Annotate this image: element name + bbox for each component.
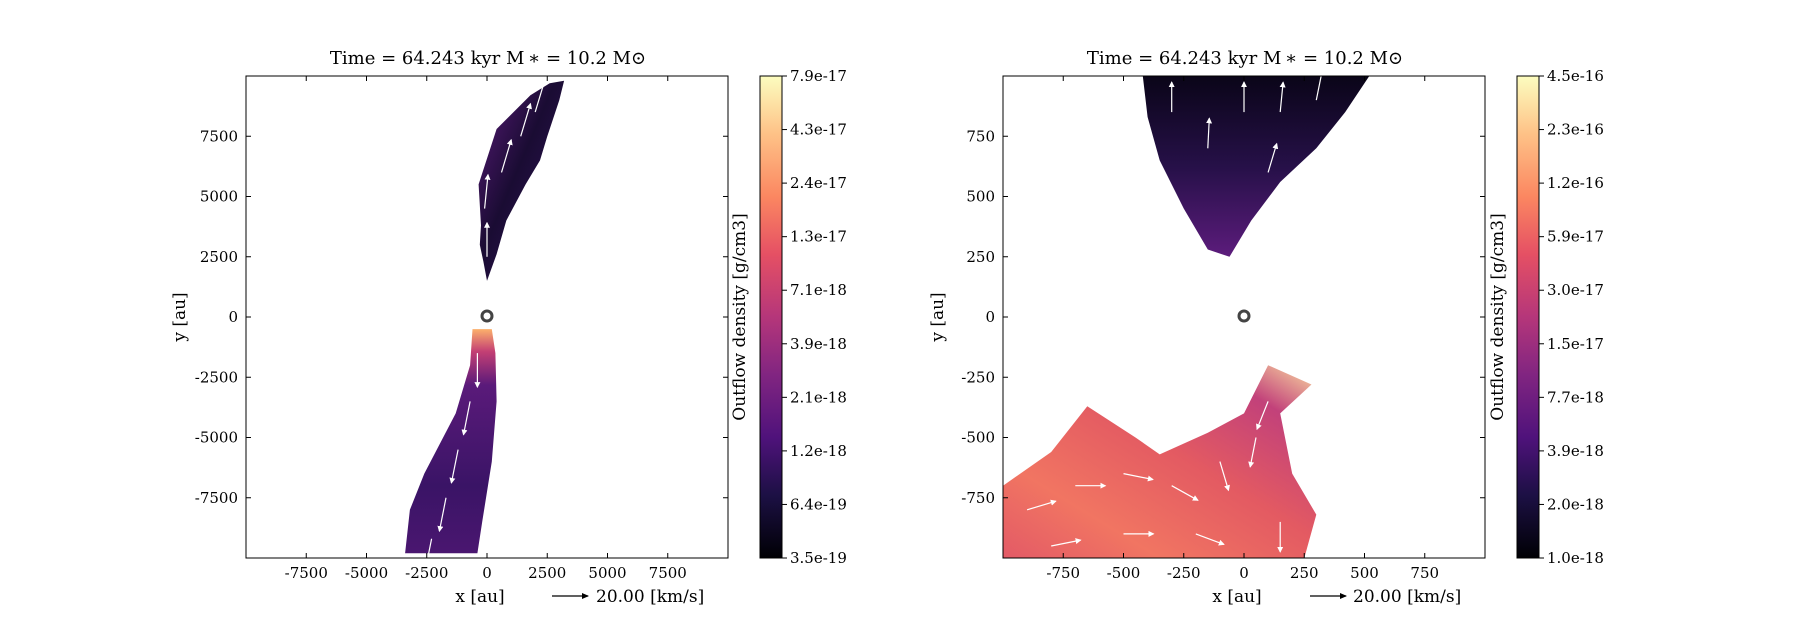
velocity-arrow-right-1-9 xyxy=(1195,533,1225,546)
colorbar-tick-label: 2.1e-18 xyxy=(790,388,847,406)
x-tick-label: -5000 xyxy=(345,564,388,582)
x-tick-label: -7500 xyxy=(285,564,328,582)
colorbar-left-ticks: 3.5e-19 6.4e-19 1.2e-18 2.1e-18 3.9e-18 7.1e-… xyxy=(782,67,847,567)
x-tick-label: 0 xyxy=(1239,564,1249,582)
lobe-left-upper xyxy=(478,80,565,281)
y-tick-label: -250 xyxy=(961,368,995,386)
lobe-right-lower xyxy=(1003,365,1317,558)
x-tick-label: -250 xyxy=(1167,564,1201,582)
panel-left-ylabel: y [au] xyxy=(170,292,190,342)
panel-right-lobes xyxy=(1003,76,1370,558)
panel-right-ylabel: y [au] xyxy=(928,292,948,342)
velocity-arrow-right-0-5 xyxy=(1267,142,1279,173)
x-tick-label: 0 xyxy=(482,564,492,582)
colorbar-tick-label: 6.4e-19 xyxy=(790,495,847,513)
panel-right-yticks: -750 -500 -250 0 250 500 750 xyxy=(961,127,1485,507)
y-tick-label: -500 xyxy=(961,429,995,447)
panel-left-yticks: -7500 -5000 -2500 0 2500 5000 7500 xyxy=(195,127,728,507)
panel-right-arrows xyxy=(1026,69,1325,553)
colorbar-left-label: Outflow density [g/cm3] xyxy=(730,213,750,420)
velocity-arrow-left-1-2 xyxy=(449,449,459,484)
panel-left-lobes xyxy=(405,80,565,554)
velocity-arrow-right-1-6 xyxy=(1256,401,1269,431)
colorbar-tick-label: 1.3e-17 xyxy=(790,228,847,246)
y-tick-label: -5000 xyxy=(195,429,238,447)
panel-right-xticks: -750 -500 -250 0 250 500 750 xyxy=(1046,76,1439,582)
colorbar-tick-label: 7.7e-18 xyxy=(1547,388,1604,406)
x-tick-label: 250 xyxy=(1290,564,1319,582)
colorbar-right-ticks: 1.0e-18 2.0e-18 3.9e-18 7.7e-18 1.5e-17 3.0e-… xyxy=(1539,67,1604,567)
velocity-key-label-left: 20.00 [km/s] xyxy=(596,587,704,607)
x-tick-label: -2500 xyxy=(405,564,448,582)
y-tick-label: 2500 xyxy=(200,248,238,266)
y-tick-label: -750 xyxy=(961,489,995,507)
x-tick-label: 500 xyxy=(1350,564,1379,582)
colorbar-tick-label: 3.0e-17 xyxy=(1547,281,1604,299)
velocity-arrow-left-0-1 xyxy=(484,173,491,209)
colorbar-tick-label: 7.9e-17 xyxy=(790,67,847,85)
colorbar-tick-label: 1.5e-17 xyxy=(1547,335,1604,353)
panel-right-xlabel: x [au] xyxy=(1212,587,1261,607)
y-tick-label: 7500 xyxy=(200,127,238,145)
panel-right: Time = 64.243 kyr M ∗ = 10.2 M⊙ -750 -500… xyxy=(928,48,1604,607)
colorbar-tick-label: 1.0e-18 xyxy=(1547,549,1604,567)
colorbar-tick-label: 2.3e-16 xyxy=(1547,121,1604,139)
colorbar-tick-label: 1.2e-16 xyxy=(1547,174,1604,192)
velocity-arrow-right-1-4 xyxy=(1219,461,1230,492)
y-tick-label: 750 xyxy=(966,127,995,145)
lobe-right-upper xyxy=(1142,76,1370,257)
velocity-arrow-right-1-2 xyxy=(1123,473,1154,482)
x-tick-label: 5000 xyxy=(588,564,626,582)
colorbar-tick-label: 5.9e-17 xyxy=(1547,228,1604,246)
panel-right-title: Time = 64.243 kyr M ∗ = 10.2 M⊙ xyxy=(1087,48,1403,69)
velocity-arrow-right-0-3 xyxy=(1279,81,1286,113)
velocity-arrow-left-1-1 xyxy=(461,401,471,436)
panel-left: Time = 64.243 kyr M ∗ = 10.2 M⊙ -7500 -50… xyxy=(170,48,847,607)
velocity-key-label-right: 20.00 [km/s] xyxy=(1353,587,1461,607)
star-marker-left xyxy=(480,309,494,323)
colorbar-tick-label: 3.9e-18 xyxy=(790,335,847,353)
velocity-arrow-left-1-4 xyxy=(422,538,433,574)
velocity-arrow-right-1-7 xyxy=(1051,538,1082,547)
velocity-arrow-right-1-5 xyxy=(1248,437,1257,468)
y-tick-label: -7500 xyxy=(195,489,238,507)
colorbar-tick-label: 1.2e-18 xyxy=(790,442,847,460)
y-tick-label: 250 xyxy=(966,248,995,266)
velocity-arrow-left-0-4 xyxy=(534,78,547,113)
colorbar-tick-label: 4.5e-16 xyxy=(1547,67,1604,85)
panel-left-title: Time = 64.243 kyr M ∗ = 10.2 M⊙ xyxy=(330,48,646,69)
velocity-arrow-left-0-2 xyxy=(500,138,513,173)
star-marker-right xyxy=(1237,309,1251,323)
y-tick-label: 0 xyxy=(985,308,995,326)
panel-left-arrows xyxy=(422,78,547,574)
y-tick-label: 0 xyxy=(228,308,238,326)
colorbar-tick-label: 3.9e-18 xyxy=(1547,442,1604,460)
colorbar-tick-label: 3.5e-19 xyxy=(790,549,847,567)
x-tick-label: 2500 xyxy=(528,564,566,582)
x-tick-label: -500 xyxy=(1107,564,1141,582)
velocity-arrow-right-0-1 xyxy=(1206,117,1213,149)
lobe-left-lower xyxy=(405,329,497,554)
colorbar-left xyxy=(759,75,783,559)
colorbar-right xyxy=(1516,75,1540,559)
velocity-arrow-right-1-3 xyxy=(1171,485,1199,501)
x-tick-label: -750 xyxy=(1046,564,1080,582)
x-tick-label: 7500 xyxy=(649,564,687,582)
velocity-arrow-left-1-3 xyxy=(437,497,447,533)
panel-left-xticks: -7500 -5000 -2500 0 2500 5000 7500 xyxy=(285,76,687,582)
y-tick-label: 5000 xyxy=(200,188,238,206)
colorbar-tick-label: 7.1e-18 xyxy=(790,281,847,299)
y-tick-label: -2500 xyxy=(195,368,238,386)
y-tick-label: 500 xyxy=(966,188,995,206)
panel-left-xlabel: x [au] xyxy=(455,587,504,607)
velocity-arrow-left-0-3 xyxy=(520,102,532,137)
colorbar-tick-label: 4.3e-17 xyxy=(790,121,847,139)
velocity-arrow-right-1-0 xyxy=(1026,499,1057,511)
colorbar-right-label: Outflow density [g/cm3] xyxy=(1488,213,1508,420)
colorbar-tick-label: 2.4e-17 xyxy=(790,174,847,192)
colorbar-tick-label: 2.0e-18 xyxy=(1547,495,1604,513)
x-tick-label: 750 xyxy=(1410,564,1439,582)
